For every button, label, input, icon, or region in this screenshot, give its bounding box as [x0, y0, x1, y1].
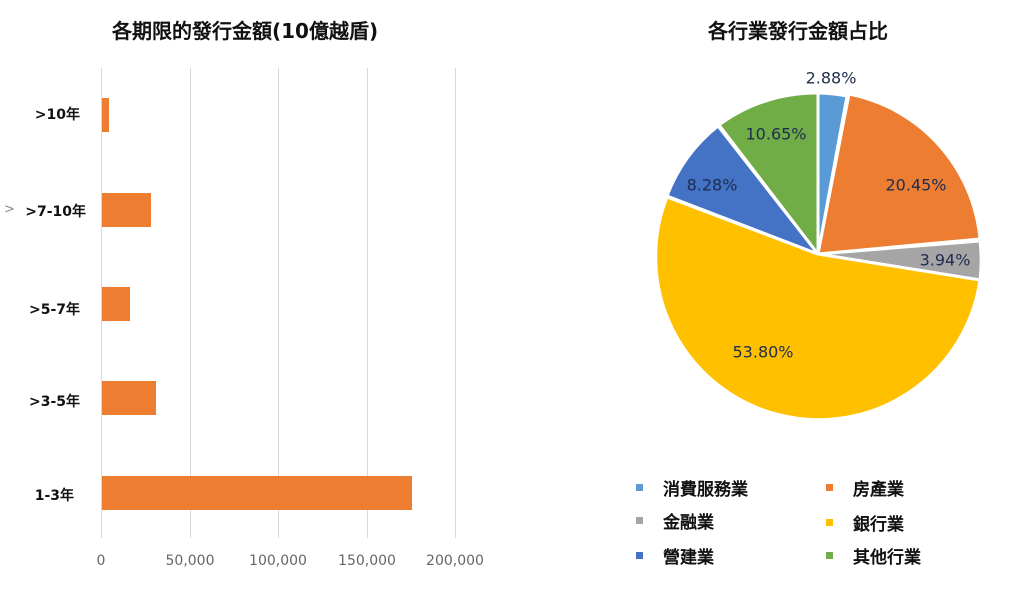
- stray-mark: >: [4, 202, 15, 217]
- y-label: >3-5年: [28, 394, 80, 410]
- slice-construction: [665, 124, 820, 256]
- legend-item: 房產業: [826, 475, 904, 500]
- slice-label: 20.45%: [885, 175, 947, 195]
- x-tick: 100,000: [249, 553, 307, 569]
- y-label: >7-10年: [25, 204, 86, 220]
- legend-item: 消費服務業: [636, 475, 748, 500]
- slice-label: 3.94%: [919, 250, 971, 270]
- legend-swatch: [636, 552, 643, 559]
- legend-swatch: [826, 552, 833, 559]
- legend-swatch: [826, 484, 833, 491]
- gridline: [367, 68, 368, 538]
- y-label: >10年: [34, 107, 80, 123]
- bar: [102, 98, 109, 132]
- bar: [102, 476, 412, 510]
- slice-real-estate: [816, 92, 982, 256]
- legend-item: 金融業: [636, 508, 714, 533]
- legend-swatch: [636, 484, 643, 491]
- x-tick: 150,000: [338, 553, 396, 569]
- pie-chart-title: 各行業發行金額占比: [708, 19, 888, 43]
- gridline: [101, 68, 102, 538]
- gridline: [190, 68, 191, 538]
- slice-label: 8.28%: [686, 175, 738, 195]
- legend-item: 營建業: [636, 543, 714, 568]
- gridline: [455, 68, 456, 538]
- y-label: 1-3年: [34, 488, 74, 504]
- legend-swatch: [826, 519, 833, 526]
- x-tick: 0: [96, 553, 106, 569]
- y-label: >5-7年: [28, 302, 80, 318]
- slice-label: 10.65%: [745, 124, 807, 144]
- slice-other: [717, 91, 820, 256]
- legend-item: 其他行業: [826, 543, 921, 568]
- bar: [102, 287, 130, 321]
- bar: [102, 381, 156, 415]
- x-tick: 200,000: [426, 553, 484, 569]
- legend-swatch: [636, 517, 643, 524]
- slice-label: 53.80%: [732, 342, 794, 362]
- gridline: [278, 68, 279, 538]
- slice-label: 2.88%: [805, 68, 857, 88]
- bar-chart-title: 各期限的發行金額(10億越盾): [112, 19, 379, 43]
- x-tick: 50,000: [165, 553, 215, 569]
- bar: [102, 193, 151, 227]
- legend-item: 銀行業: [826, 510, 904, 535]
- slice-banking: [654, 195, 982, 422]
